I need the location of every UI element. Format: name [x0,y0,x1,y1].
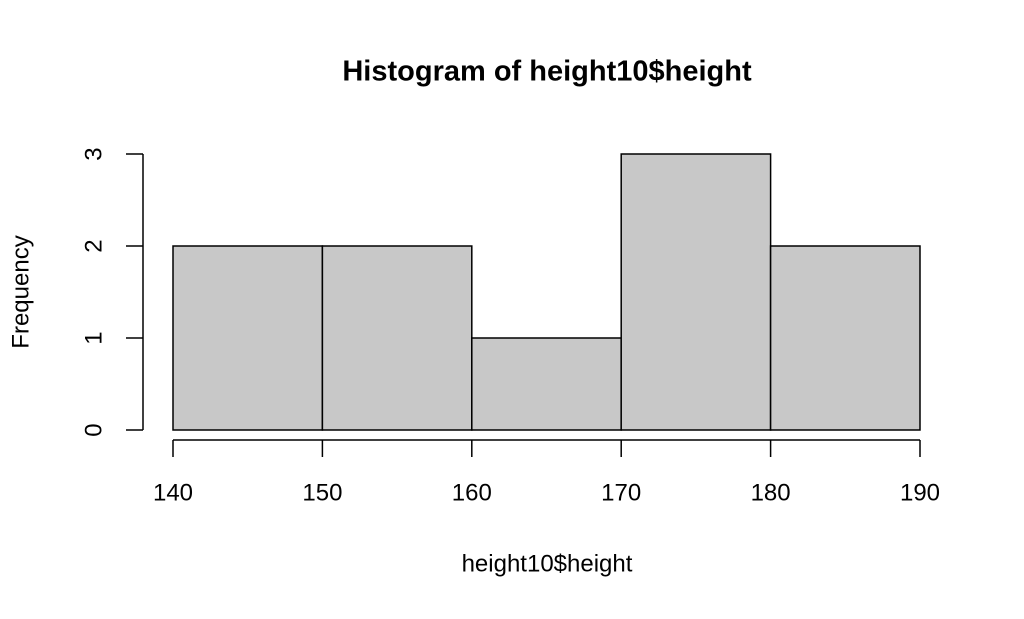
x-tick-label: 150 [302,479,342,506]
y-axis-label: Frequency [7,235,34,348]
y-tick-label: 2 [80,239,107,252]
bar [620,153,772,431]
chart-title: Histogram of height10$height [342,56,752,88]
y-tick-label: 0 [80,423,107,436]
x-tick-label: 170 [601,479,641,506]
bar [769,245,921,431]
x-axis-label: height10$height [462,550,633,577]
y-tick-label: 3 [80,147,107,160]
x-tick-label: 160 [452,479,492,506]
y-tick-label: 1 [80,331,107,344]
bar [172,245,324,431]
x-tick-label: 180 [751,479,791,506]
x-tick-label: 190 [900,479,940,506]
bar [471,337,622,431]
x-tick-label: 140 [153,479,193,506]
bar [321,245,473,431]
